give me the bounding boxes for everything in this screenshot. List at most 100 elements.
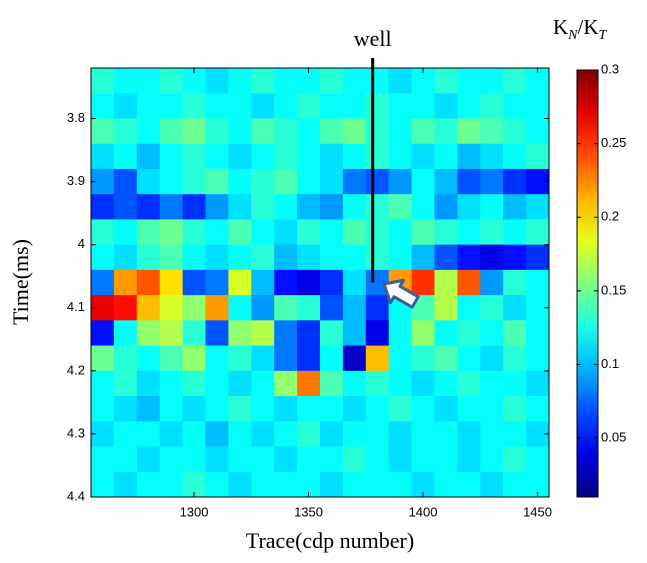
heatmap-cell <box>228 244 252 271</box>
heatmap-cell <box>365 68 390 94</box>
heatmap-cell <box>457 244 481 271</box>
heatmap-cell <box>113 194 138 220</box>
heatmap-cell <box>205 370 229 397</box>
heatmap-cell <box>205 244 229 271</box>
heatmap-cell <box>113 143 138 170</box>
heatmap-cell <box>91 421 115 448</box>
heatmap-cell <box>434 168 458 195</box>
heatmap-cell <box>228 194 252 220</box>
heatmap-cell <box>457 168 481 195</box>
heatmap-cell <box>480 320 504 347</box>
heatmap-cell <box>411 219 435 246</box>
heatmap-cell <box>91 194 115 220</box>
heatmap-cell <box>411 421 435 448</box>
heatmap-cell <box>320 118 344 145</box>
heatmap-cell <box>526 244 549 271</box>
heatmap-cell <box>411 194 435 220</box>
heatmap-cell <box>434 421 458 448</box>
heatmap-cell <box>457 345 481 372</box>
heatmap-cell <box>91 269 115 296</box>
heatmap-cell <box>434 295 458 321</box>
heatmap-cell <box>297 370 321 397</box>
heatmap-cell <box>251 93 275 119</box>
heatmap-cell <box>251 370 275 397</box>
heatmap-cell <box>205 219 229 246</box>
heatmap-cell <box>91 68 115 94</box>
heatmap-cell <box>388 219 413 246</box>
heatmap-cell <box>342 219 367 246</box>
heatmap-cell <box>297 295 321 321</box>
heatmap-cell <box>113 68 138 94</box>
heatmap-cell <box>503 118 527 145</box>
heatmap-cell <box>411 471 435 497</box>
heatmap-cell <box>480 295 504 321</box>
heatmap-cell <box>411 269 435 296</box>
heatmap-cell <box>205 68 229 94</box>
heatmap-cell <box>182 93 206 119</box>
y-tick-label: 4.2 <box>67 362 85 377</box>
heatmap-cell <box>457 396 481 422</box>
heatmap-cell <box>205 471 229 497</box>
heatmap-cell <box>136 219 161 246</box>
heatmap-cell <box>205 168 229 195</box>
heatmap-cell <box>457 446 481 473</box>
heatmap-cell <box>320 168 344 195</box>
heatmap-cell <box>457 421 481 448</box>
heatmap-cell <box>388 320 413 347</box>
heatmap-cell <box>205 320 229 347</box>
heatmap-cell <box>205 118 229 145</box>
heatmap-cell <box>320 446 344 473</box>
heatmap-cell <box>526 471 549 497</box>
heatmap-cell <box>251 345 275 372</box>
heatmap-cell <box>411 295 435 321</box>
heatmap-cell <box>113 320 138 347</box>
heatmap-cell <box>274 68 298 94</box>
heatmap-cell <box>526 269 549 296</box>
heatmap-cell <box>526 370 549 397</box>
heatmap-cell <box>365 219 390 246</box>
colorbar-tick-label: 0.3 <box>601 61 619 76</box>
heatmap-cell <box>113 219 138 246</box>
heatmap-cell <box>182 345 206 372</box>
heatmap-cell <box>480 345 504 372</box>
heatmap-cell <box>205 446 229 473</box>
heatmap-cell <box>136 269 161 296</box>
x-tick-label: 1350 <box>294 504 323 519</box>
heatmap-cell <box>113 396 138 422</box>
heatmap-cell <box>320 320 344 347</box>
heatmap-cell <box>91 471 115 497</box>
heatmap-cell <box>136 118 161 145</box>
heatmap-cell <box>503 244 527 271</box>
heatmap-cell <box>526 168 549 195</box>
heatmap-cell <box>91 93 115 119</box>
heatmap-cell <box>136 370 161 397</box>
heatmap-cell <box>411 143 435 170</box>
heatmap-cell <box>205 143 229 170</box>
heatmap-cell <box>388 370 413 397</box>
heatmap-cell <box>274 194 298 220</box>
heatmap-cell <box>320 396 344 422</box>
y-axis-label: Time(ms) <box>8 239 33 325</box>
heatmap-cell <box>526 396 549 422</box>
heatmap-cell <box>159 68 184 94</box>
heatmap-cell <box>434 396 458 422</box>
heatmap-cell <box>297 345 321 372</box>
heatmap-cell <box>297 320 321 347</box>
heatmap-cell <box>228 396 252 422</box>
heatmap-cell <box>182 118 206 145</box>
heatmap-cell <box>274 269 298 296</box>
heatmap-cell <box>388 471 413 497</box>
arrow-shape <box>382 278 420 309</box>
heatmap-cell <box>251 421 275 448</box>
heatmap-cell <box>480 269 504 296</box>
heatmap-cell <box>526 143 549 170</box>
heatmap-cell <box>182 471 206 497</box>
heatmap-cell <box>113 118 138 145</box>
heatmap-cell <box>503 471 527 497</box>
heatmap-cell <box>388 446 413 473</box>
colorbar-label-part: T <box>599 28 608 43</box>
heatmap-cell <box>365 295 390 321</box>
heatmap-cell <box>136 168 161 195</box>
heatmap-cell <box>434 118 458 145</box>
